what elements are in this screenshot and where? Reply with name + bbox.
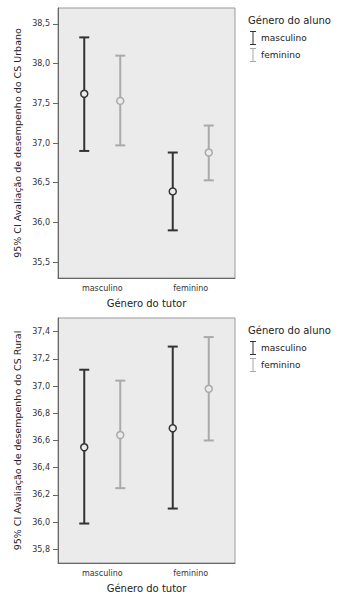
svg-text:35,5: 35,5 [32,258,50,267]
svg-text:95% CI Avaliação de desempenho: 95% CI Avaliação de desempenho do CS Urb… [12,28,23,258]
svg-text:36,4: 36,4 [32,463,50,472]
svg-text:Género do aluno: Género do aluno [248,15,331,26]
svg-text:feminino: feminino [173,284,208,293]
svg-text:37,4: 37,4 [32,327,50,336]
svg-text:36,5: 36,5 [32,178,50,187]
svg-text:36,8: 36,8 [32,409,50,418]
svg-text:37,2: 37,2 [32,354,50,363]
svg-text:Género do tutor: Género do tutor [107,583,188,594]
svg-text:Género do tutor: Género do tutor [107,298,188,309]
svg-text:masculino: masculino [261,33,307,43]
svg-text:Género do aluno: Género do aluno [248,325,331,336]
svg-text:feminino: feminino [173,569,208,578]
svg-text:37,5: 37,5 [32,99,50,108]
svg-text:feminino: feminino [261,50,301,60]
svg-text:36,0: 36,0 [32,218,50,227]
svg-text:36,0: 36,0 [32,518,50,527]
svg-text:feminino: feminino [261,360,301,370]
svg-text:36,2: 36,2 [32,490,50,499]
svg-text:37,0: 37,0 [32,382,50,391]
svg-text:36,6: 36,6 [32,436,50,445]
svg-text:masculino: masculino [82,569,123,578]
svg-text:masculino: masculino [261,343,307,353]
svg-text:38,0: 38,0 [32,59,50,68]
svg-text:38,5: 38,5 [32,19,50,28]
svg-text:37,0: 37,0 [32,139,50,148]
svg-text:35,8: 35,8 [32,545,50,554]
svg-text:95% CI Avaliação de desempenho: 95% CI Avaliação de desempenho do CS Rur… [12,331,23,551]
svg-text:masculino: masculino [82,284,123,293]
